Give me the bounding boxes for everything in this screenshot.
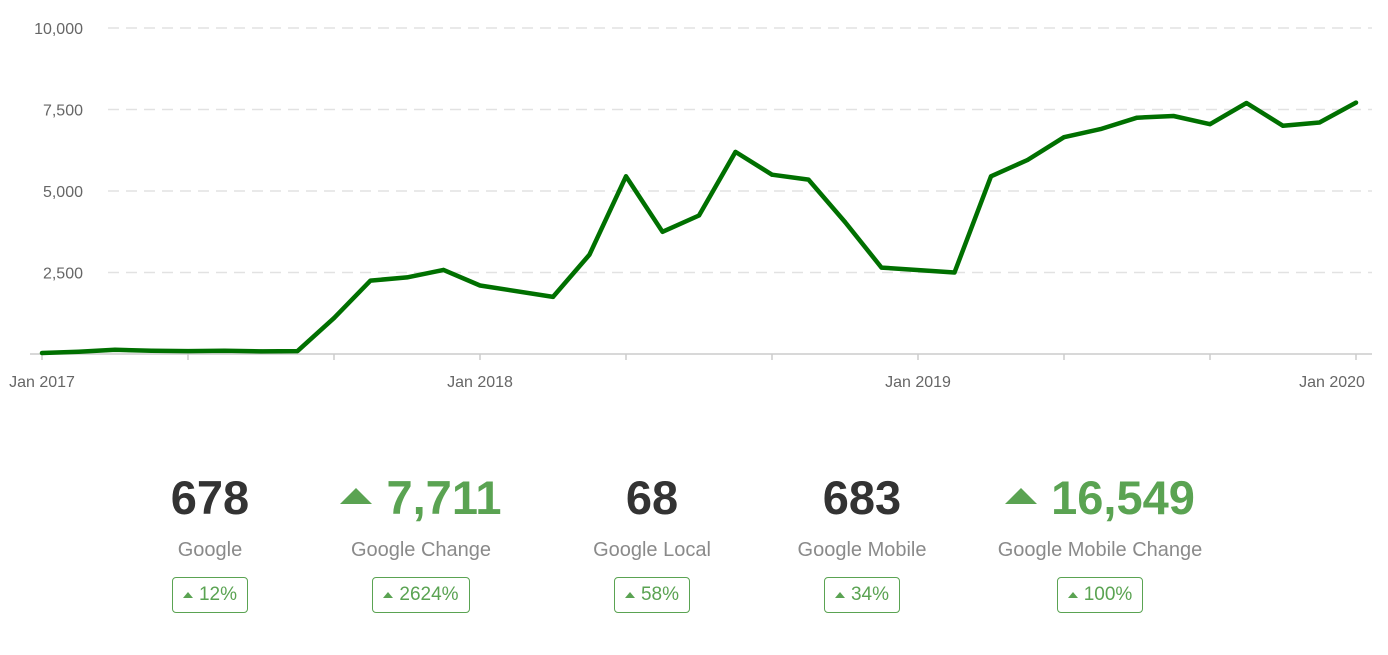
data-point — [843, 219, 847, 224]
data-point — [1098, 127, 1103, 132]
data-point — [1062, 135, 1066, 140]
x-tick-label: Jan 2019 — [885, 374, 951, 391]
stats-row: 678 Google 12% 7,711 Google Change 2624%… — [0, 470, 1388, 655]
up-arrow-icon — [383, 592, 394, 598]
data-point — [733, 149, 738, 154]
stat-value-text: 7,711 — [386, 471, 502, 524]
change-badge: 58% — [613, 577, 691, 613]
x-tick-label: Jan 2018 — [447, 374, 513, 391]
up-arrow-icon — [1005, 488, 1038, 504]
series-group — [39, 100, 1359, 356]
change-badge: 2624% — [372, 577, 470, 613]
series-line — [39, 100, 1359, 356]
data-point — [770, 172, 774, 177]
stat-google-change: 7,711 Google Change 2624% — [291, 470, 551, 613]
data-point — [624, 174, 628, 179]
change-text: 12% — [198, 584, 238, 605]
stat-label: Google Mobile — [797, 539, 927, 561]
data-point — [113, 347, 117, 352]
stat-value: 683 — [732, 470, 992, 526]
data-point — [1317, 120, 1322, 125]
y-tick-label: 10,000 — [34, 21, 83, 38]
up-arrow-icon — [340, 488, 373, 504]
up-arrow-icon — [834, 592, 845, 598]
data-point — [1244, 100, 1249, 105]
y-tick-label: 2,500 — [43, 266, 83, 283]
stat-label: Google Change — [350, 539, 492, 561]
change-badge: 100% — [1056, 577, 1144, 613]
stat-value-text: 16,549 — [1051, 471, 1195, 524]
change-text: 2624% — [399, 584, 459, 605]
data-point — [295, 349, 300, 354]
stat-google: 678 Google 12% — [80, 470, 340, 613]
y-tick-label: 7,500 — [43, 103, 83, 120]
up-arrow-icon — [624, 592, 635, 598]
stat-value: 678 — [80, 470, 340, 526]
data-point — [952, 270, 957, 275]
y-axis-ticks: 2,500 5,000 7,500 10,000 — [34, 21, 83, 283]
data-point — [186, 349, 190, 354]
stat-label: Google Mobile Change — [997, 539, 1203, 561]
stat-label: Google — [177, 539, 243, 561]
stat-google-local: 68 Google Local 58% — [522, 470, 782, 613]
change-text: 58% — [640, 584, 680, 605]
data-point — [1281, 123, 1285, 128]
data-point — [989, 174, 993, 179]
change-badge: 12% — [171, 577, 249, 613]
data-point — [149, 348, 154, 353]
stat-google-mobile: 683 Google Mobile 34% — [732, 470, 992, 613]
up-arrow-icon — [182, 592, 193, 598]
data-point — [222, 348, 227, 353]
data-point — [1354, 100, 1358, 105]
stat-google-mobile-change: 16,549 Google Mobile Change 100% — [970, 470, 1230, 613]
change-text: 100% — [1083, 584, 1133, 605]
data-point — [1171, 114, 1176, 119]
stat-value: 16,549 — [970, 470, 1230, 526]
stat-value-text: 683 — [822, 471, 902, 524]
data-point — [587, 252, 592, 257]
data-point — [879, 265, 884, 270]
grid-lines — [108, 27, 1372, 274]
change-text: 34% — [850, 584, 890, 605]
data-point — [259, 349, 263, 354]
data-point — [660, 229, 665, 234]
data-point — [332, 316, 336, 321]
stat-value: 68 — [522, 470, 782, 526]
data-point — [1208, 122, 1212, 127]
y-tick-label: 5,000 — [43, 184, 83, 201]
data-point — [806, 177, 811, 182]
data-point — [40, 351, 44, 356]
up-arrow-icon — [1067, 592, 1078, 598]
x-axis-ticks: Jan 2017 Jan 2018 Jan 2019 Jan 2020 — [9, 354, 1365, 391]
data-point — [551, 294, 555, 299]
data-point — [405, 275, 409, 280]
stat-value-text: 678 — [170, 471, 250, 524]
stat-value-text: 68 — [625, 471, 679, 524]
data-point — [1025, 158, 1030, 163]
x-tick-label: Jan 2017 — [9, 374, 75, 391]
stat-value: 7,711 — [291, 470, 551, 526]
data-point — [697, 213, 701, 218]
x-tick-label: Jan 2020 — [1299, 374, 1365, 391]
data-point — [478, 283, 482, 288]
stat-label: Google Local — [593, 539, 711, 561]
data-point — [368, 278, 373, 283]
data-point — [76, 349, 81, 354]
data-point — [1135, 115, 1139, 120]
change-badge: 34% — [823, 577, 901, 613]
data-point — [441, 267, 446, 272]
